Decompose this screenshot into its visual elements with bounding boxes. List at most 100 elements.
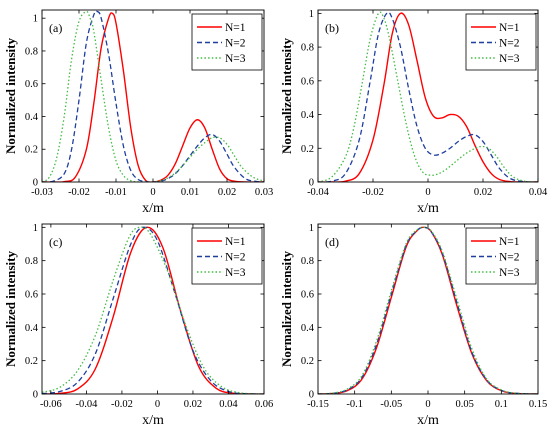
- panel-label: (d): [325, 235, 339, 249]
- series-group: [318, 226, 538, 394]
- axes-box: [41, 223, 265, 395]
- x-tick-label: 0: [155, 399, 160, 410]
- x-tick-label: 0.05: [455, 399, 473, 410]
- x-tick-label: 0.02: [474, 187, 492, 198]
- y-tick-label: 0: [309, 178, 314, 189]
- legend-label-n1: N=1: [225, 22, 246, 34]
- x-tick-label: 0.01: [181, 187, 199, 198]
- series-line-n1: [318, 12, 538, 182]
- y-tick-label: 0.4: [301, 110, 315, 121]
- x-tick-label: -0.15: [307, 399, 329, 410]
- x-tick-label: 0.02: [218, 187, 236, 198]
- x-tick-label: 0.04: [529, 187, 548, 198]
- panel-d: -0.15 -0.1 -0.05 0 0.05 0.1 0.15 0 0.2 0.4 0.6 0.8 1…: [279, 223, 547, 428]
- series-group: [42, 226, 264, 394]
- y-tick-label: 0.2: [301, 144, 314, 155]
- x-tick-label: -0.04: [307, 187, 330, 198]
- series-line-n3: [318, 11, 538, 182]
- y-tick-label: 0.2: [301, 356, 314, 367]
- series-line-n3: [318, 226, 538, 394]
- legend: N=1 N=2 N=3: [465, 227, 537, 285]
- x-tick-label: 0.04: [219, 399, 238, 410]
- y-tick-label: 0.2: [25, 356, 38, 367]
- legend: N=1 N=2 N=3: [465, 13, 537, 71]
- x-tick-label: -0.01: [105, 187, 127, 198]
- legend-box: [465, 13, 537, 71]
- legend-label-n1: N=1: [499, 236, 520, 248]
- y-tick-label: 0.8: [301, 256, 314, 267]
- series-group: [42, 10, 264, 182]
- y-tick-label: 0.4: [301, 323, 315, 334]
- panel-b: -0.04 -0.02 0 0.02 0.04 0 0.2 0.4 0.6 0.8 1 x/m Norm…: [279, 9, 548, 216]
- y-tick-label: 0.4: [25, 112, 39, 123]
- series-line-n2: [42, 226, 264, 394]
- y-axis-label: Normalized intensity: [279, 38, 294, 154]
- y-tick-label: 0.8: [301, 43, 314, 54]
- x-tick-label: 0: [150, 187, 155, 198]
- x-tick-label: 0.15: [529, 399, 547, 410]
- x-tick-label: -0.02: [68, 187, 90, 198]
- x-tick-label: 0.03: [255, 187, 273, 198]
- y-tick-label: 0.8: [25, 46, 38, 57]
- y-axis-label: Normalized intensity: [279, 251, 294, 367]
- y-tick-label: 0: [309, 390, 314, 401]
- x-axis-label: x/m: [142, 201, 164, 216]
- legend-label-n3: N=3: [499, 267, 520, 279]
- y-tick-label: 1: [309, 223, 314, 234]
- x-tick-label: -0.1: [346, 399, 363, 410]
- legend: N=1 N=2 N=3: [191, 13, 263, 71]
- legend-box: [191, 13, 263, 71]
- y-tick-label: 0.4: [25, 323, 39, 334]
- y-tick-label: 0.8: [25, 256, 38, 267]
- x-tick-label: 0: [425, 399, 430, 410]
- legend-label-n2: N=2: [499, 38, 520, 50]
- panel-c: -0.06 -0.04 -0.02 0 0.02 0.04 0.06 0 0.2 0.4 0.6 0.…: [3, 223, 273, 428]
- legend-label-n3: N=3: [225, 53, 246, 65]
- x-tick-label: 0: [425, 187, 430, 198]
- x-tick-label: -0.02: [111, 399, 133, 410]
- x-tick-label: 0.02: [184, 399, 202, 410]
- x-tick-label: -0.02: [362, 187, 384, 198]
- y-tick-label: 0.2: [25, 145, 38, 156]
- legend-label-n1: N=1: [499, 22, 520, 34]
- series-line-n1: [42, 12, 264, 182]
- x-tick-label: 0.06: [255, 399, 273, 410]
- x-tick-label: 0.1: [495, 399, 508, 410]
- legend: N=1 N=2 N=3: [191, 227, 263, 285]
- legend-box: [191, 227, 263, 285]
- y-tick-label: 0.6: [25, 290, 38, 301]
- x-tick-label: -0.06: [40, 399, 62, 410]
- y-tick-label: 0.6: [301, 290, 314, 301]
- panel-label: (b): [325, 21, 339, 35]
- panel-a: -0.03 -0.02 -0.01 0 0.01 0.02 0.03 0 0.2 0.4 0.6 0.…: [3, 9, 273, 216]
- panel-label: (a): [49, 21, 62, 35]
- x-tick-label: -0.05: [380, 399, 402, 410]
- y-tick-label: 1: [33, 223, 38, 234]
- y-tick-label: 0.6: [25, 79, 38, 90]
- x-axis-label: x/m: [142, 413, 164, 428]
- series-line-n2: [42, 10, 264, 182]
- y-tick-label: 1: [309, 9, 314, 20]
- legend-label-n2: N=2: [225, 38, 246, 50]
- series-line-n2: [318, 11, 538, 182]
- x-axis-label: x/m: [417, 413, 439, 428]
- y-axis-label: Normalized intensity: [3, 251, 18, 367]
- y-tick-label: 0: [33, 178, 38, 189]
- series-line-n2: [318, 226, 538, 394]
- series-line-n3: [42, 226, 264, 394]
- y-axis-label: Normalized intensity: [3, 38, 18, 154]
- x-axis-label: x/m: [417, 201, 439, 216]
- legend-box: [465, 227, 537, 285]
- y-tick-label: 1: [33, 14, 38, 25]
- legend-label-n2: N=2: [225, 252, 246, 264]
- legend-label-n3: N=3: [225, 267, 246, 279]
- x-tick-label: -0.03: [31, 187, 53, 198]
- legend-label-n2: N=2: [499, 252, 520, 264]
- x-tick-label: -0.04: [75, 399, 98, 410]
- legend-label-n3: N=3: [499, 53, 520, 65]
- y-tick-label: 0.6: [301, 76, 314, 87]
- panel-label: (c): [49, 235, 62, 249]
- y-tick-label: 0: [33, 390, 38, 401]
